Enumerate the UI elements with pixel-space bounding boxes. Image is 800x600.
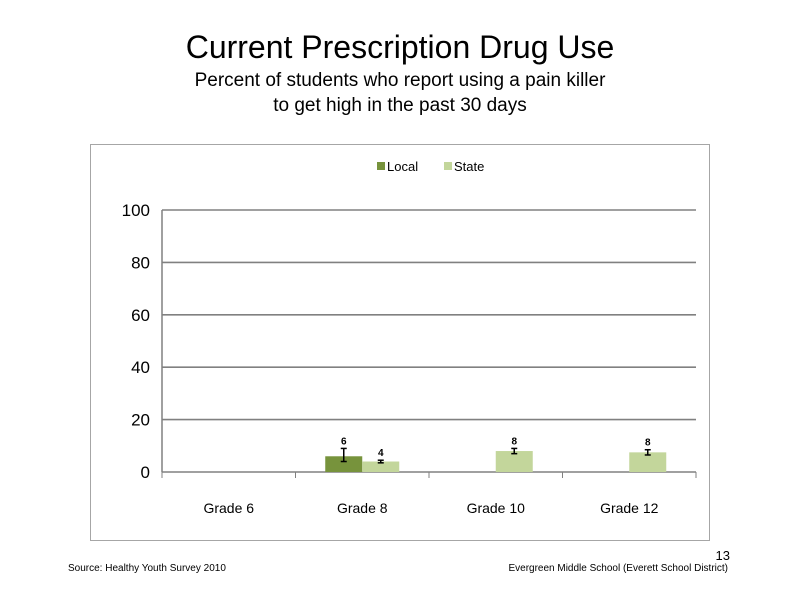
data-label: 8 (645, 438, 651, 449)
page-number: 13 (715, 548, 730, 563)
chart-subtitle: Percent of students who report using a p… (0, 68, 800, 118)
source-note: Source: Healthy Youth Survey 2010 (68, 563, 226, 574)
x-tick-label: Grade 8 (337, 500, 388, 516)
y-tick-label: 20 (131, 411, 150, 430)
y-tick-label: 0 (141, 463, 150, 482)
subtitle-line-1: Percent of students who report using a p… (194, 70, 606, 91)
subtitle-line-2: to get high in the past 30 days (273, 95, 527, 116)
school-note: Evergreen Middle School (Everett School … (508, 563, 728, 574)
legend-label-state: State (454, 159, 484, 174)
x-tick-label: Grade 12 (600, 500, 659, 516)
y-tick-label: 40 (131, 358, 150, 377)
y-tick-label: 80 (131, 253, 150, 272)
data-label: 4 (378, 448, 384, 459)
y-tick-label: 100 (122, 201, 150, 220)
legend-swatch-state (444, 162, 452, 170)
legend-swatch-local (377, 162, 385, 170)
bar-state (362, 461, 400, 472)
chart-title: Current Prescription Drug Use (185, 29, 615, 65)
data-label: 6 (341, 436, 347, 447)
x-tick-label: Grade 6 (203, 500, 254, 516)
y-tick-label: 60 (131, 306, 150, 325)
x-tick-label: Grade 10 (467, 500, 526, 516)
bar-state (495, 451, 533, 472)
legend-label-local: Local (387, 159, 418, 174)
data-label: 8 (511, 436, 517, 447)
bar-local (325, 456, 363, 472)
bar-state (629, 452, 667, 472)
